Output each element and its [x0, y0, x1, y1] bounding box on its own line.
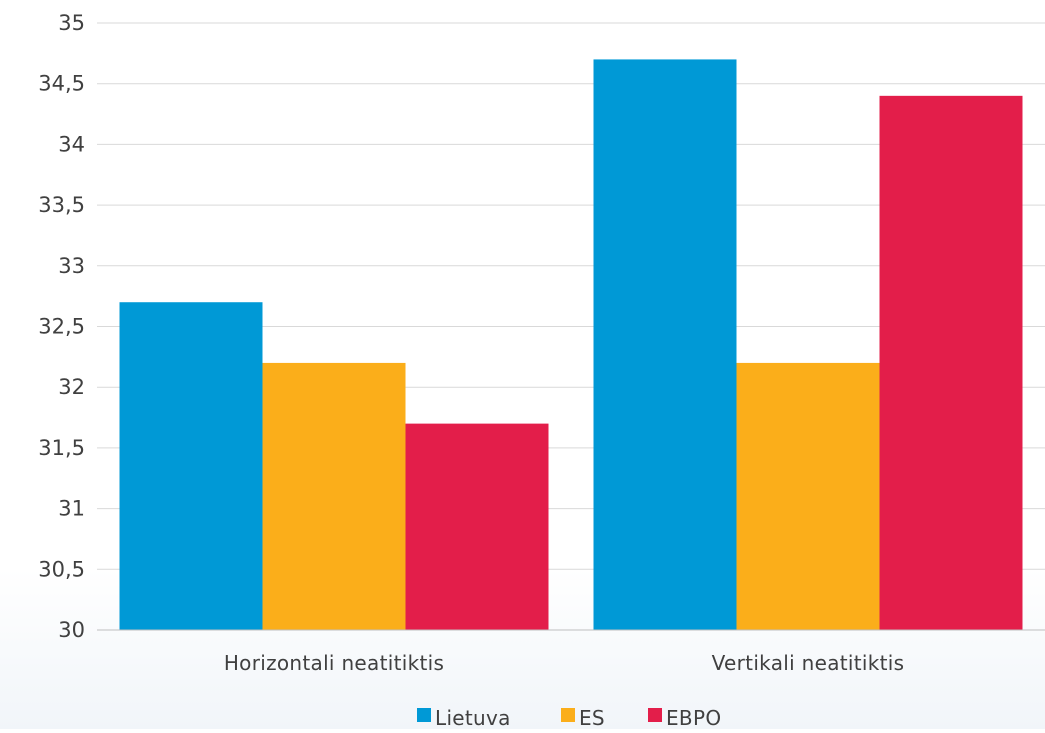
- y-tick-label: 35: [58, 11, 85, 35]
- y-tick-label: 30,5: [38, 557, 85, 581]
- y-tick-label: 31: [58, 497, 85, 521]
- bar-es-1: [262, 362, 406, 630]
- x-category-label: Horizontali neatitiktis: [224, 651, 444, 675]
- y-tick-label: 32: [58, 375, 85, 399]
- y-tick-label: 34: [58, 132, 85, 156]
- legend-swatch-lietuva: [417, 708, 431, 722]
- y-tick-label: 33,5: [38, 193, 85, 217]
- bar-lietuva-2: [593, 59, 737, 631]
- legend-label-es: ES: [579, 706, 605, 729]
- legend-swatch-es: [561, 708, 575, 722]
- y-tick-label: 33: [58, 254, 85, 278]
- legend-label-lietuva: Lietuva: [435, 706, 511, 729]
- y-tick-label: 30: [58, 618, 85, 642]
- x-category-label: Vertikali neatitiktis: [712, 651, 905, 675]
- bars-layer: [119, 59, 1023, 631]
- legend: Lietuva ES EBPO: [417, 706, 721, 730]
- legend-label-ebpo: EBPO: [666, 706, 721, 729]
- axis-layer: 30 30,5 31 31,5 32 32,5 33 33,5 34 34,5 35 Horizont…: [38, 11, 1045, 675]
- bar-lietuva-1: [119, 302, 263, 630]
- y-tick-label: 34,5: [38, 72, 85, 96]
- y-tick-label: 32,5: [38, 315, 85, 339]
- bar-es-2: [736, 362, 880, 630]
- legend-swatch-ebpo: [648, 708, 662, 722]
- bar-ebpo-2: [879, 95, 1023, 631]
- bar-ebpo-1: [405, 423, 549, 630]
- y-tick-label: 31,5: [38, 436, 85, 460]
